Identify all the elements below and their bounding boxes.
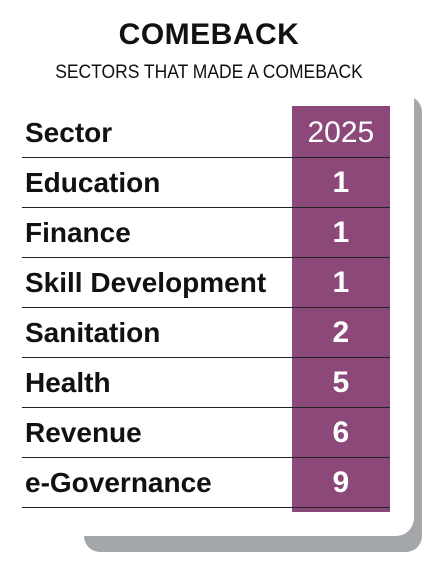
table-row: Education 1 [22,157,390,208]
sector-name: Finance [22,207,292,258]
sector-value: 1 [291,157,390,208]
sector-name: Education [22,157,292,208]
table-row: Health 5 [22,357,390,408]
table-header-row: Sector 2025 [22,108,390,158]
header-year: 2025 [291,108,390,158]
table-card: COMEBACK SECTORS THAT MADE A COMEBACK Se… [4,4,414,536]
sector-name: e-Governance [22,457,292,508]
table-row: Sanitation 2 [22,307,390,358]
sector-value: 2 [291,307,390,358]
sector-name: Revenue [22,407,292,458]
sector-value: 9 [291,457,390,508]
sector-name: Health [22,357,292,408]
chart-subtitle: SECTORS THAT MADE A COMEBACK [55,62,363,83]
sector-value: 5 [291,357,390,408]
sector-value: 1 [291,257,390,308]
comeback-table: Sector 2025 Education 1 Finance 1 Skill Deve… [22,108,390,508]
table-row: Finance 1 [22,207,390,258]
header-sector: Sector [22,108,292,158]
sector-name: Skill Development [22,257,292,308]
sector-value: 1 [291,207,390,258]
table-row: e-Governance 9 [22,457,390,508]
chart-title: COMEBACK [118,18,300,51]
table-row: Skill Development 1 [22,257,390,308]
table-row: Revenue 6 [22,407,390,458]
sector-name: Sanitation [22,307,292,358]
sector-value: 6 [291,407,390,458]
